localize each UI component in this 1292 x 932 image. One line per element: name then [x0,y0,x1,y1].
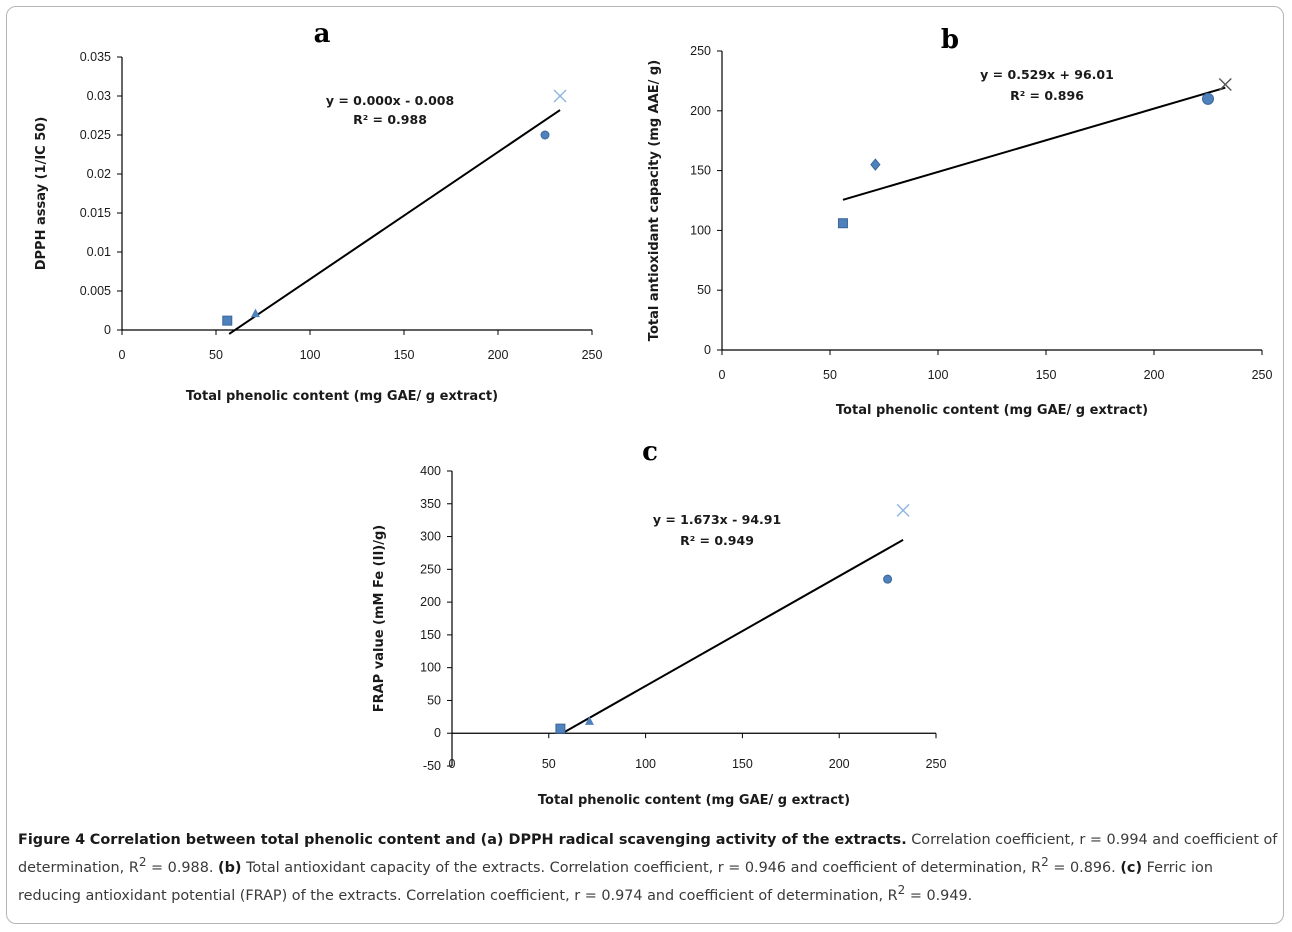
caption-text-3: Total antioxidant capacity of the extrac… [242,860,1042,876]
caption-b-label: (b) [218,860,241,876]
y-tick-label-c: 200 [420,595,441,609]
caption-text-6: = 0.949. [905,888,972,904]
figure-caption: Figure 4 Correlation between total pheno… [18,829,1280,907]
y-tick-label-c: 50 [427,693,441,707]
y-tick-label-c: 0 [434,726,441,740]
point-square-c [556,724,565,733]
x-tick-label-c: 250 [926,757,947,771]
trendline-c [562,540,903,733]
point-circle-c [884,575,892,583]
caption-label: Figure 4 [18,832,85,848]
chart-panel-c: c -50 0 50 100 150 200 250 300 350 400 0 50 100 150 20… [0,0,1292,820]
x-tick-label-c: 0 [449,757,456,771]
x-axis-title-c: Total phenolic content (mg GAE/ g extrac… [538,793,850,808]
trend-r-squared-c: R² = 0.949 [680,533,754,548]
x-tick-label-c: 100 [635,757,656,771]
trend-equation-c: y = 1.673x - 94.91 [653,512,781,527]
x-tick-label-c: 50 [542,757,556,771]
y-tick-label-c: 250 [420,562,441,576]
y-tick-label-c: 400 [420,464,441,478]
y-tick-label-c: 150 [420,628,441,642]
y-tick-label-c: -50 [423,759,441,773]
y-tick-label-c: 350 [420,497,441,511]
caption-text-4: = 0.896. [1049,860,1121,876]
caption-text-2: = 0.988. [146,860,218,876]
chart-c-plot: -50 0 50 100 150 200 250 300 350 400 0 50 100 150 200 2… [372,464,946,808]
y-tick-label-c: 100 [420,661,441,675]
caption-c-label: (c) [1120,860,1142,876]
y-axis-title-c: FRAP value (mM Fe (II)/g) [372,525,387,713]
y-tick-label-c: 300 [420,530,441,544]
x-tick-label-c: 200 [829,757,850,771]
x-tick-label-c: 150 [732,757,753,771]
caption-sup-2: 2 [1041,855,1049,869]
caption-bold-title: Correlation between total phenolic conte… [90,832,907,848]
chart-c-svg: c -50 0 50 100 150 200 250 300 350 400 0 50 100 150 20… [0,0,1292,820]
panel-letter-c: c [642,437,658,467]
